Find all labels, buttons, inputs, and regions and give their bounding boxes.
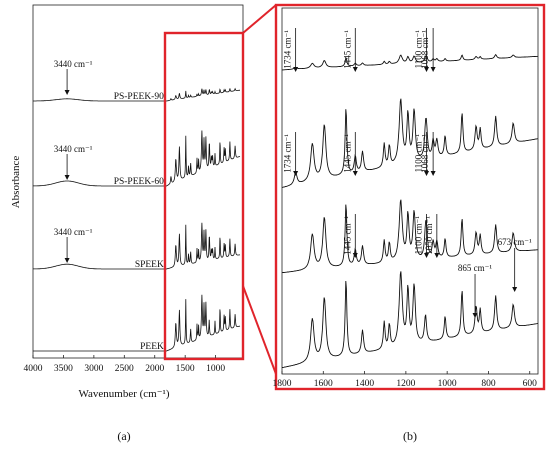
panel-b-annotation-label: 1068 cm⁻¹ bbox=[420, 134, 430, 173]
panel-a-series-label: PEEK bbox=[140, 342, 164, 352]
panel-a-series-label: SPEEK bbox=[135, 260, 164, 270]
panel-b-annotation-label: 1445 cm⁻¹ bbox=[342, 216, 352, 255]
panel-b-annotation-arrowhead bbox=[434, 253, 440, 258]
panel-a-x-tick-label: 1000 bbox=[206, 364, 225, 374]
panel-b-annotation-arrowhead bbox=[424, 253, 430, 258]
panel-b-x-tick-label: 1600 bbox=[314, 379, 333, 389]
panel-a-series: PS-PEEK-90 PS-PEEK-60 SPEEK PEEK bbox=[32, 87, 241, 352]
panel-b-annotation-arrowhead bbox=[293, 67, 299, 72]
panel-b-frame bbox=[274, 3, 546, 391]
panel-b-annotation-arrowhead bbox=[352, 253, 358, 258]
panel-b-annotation-label: 673 cm⁻¹ bbox=[498, 237, 532, 247]
panel-a-y-axis-label: Absorbance bbox=[10, 156, 22, 209]
panel-a-series-line bbox=[33, 294, 241, 352]
panel-b-annotation-label: 1100 cm⁻¹ bbox=[414, 30, 424, 69]
panel-b-series-line bbox=[281, 199, 538, 274]
panel-b-annotation-arrowhead bbox=[472, 313, 478, 318]
panel-b-annotation-arrowhead bbox=[424, 171, 430, 176]
panel-b-x-tick-label: 1000 bbox=[438, 379, 457, 389]
panel-a-label: (a) bbox=[117, 429, 130, 443]
panel-a-annotations: 3440 cm⁻¹ 3440 cm⁻¹ 3440 cm⁻¹ bbox=[54, 59, 93, 263]
panel-a-x-tick-label: 2000 bbox=[145, 364, 164, 374]
panel-a-annotation-arrowhead bbox=[64, 175, 70, 180]
panel-b-x-tick-label: 1800 bbox=[273, 379, 292, 389]
panel-a-annotation-label: 3440 cm⁻¹ bbox=[54, 227, 93, 237]
panel-a-series-line bbox=[32, 222, 241, 270]
panel-b-annotation-label: 1100 cm⁻¹ bbox=[414, 134, 424, 173]
panel-a: 4000 3500 3000 2500 2000 1500 1000 Wavenumber … bbox=[10, 4, 244, 443]
panel-b-annotation-arrowhead bbox=[352, 171, 358, 176]
panel-b-annotation-label: 1734 cm⁻¹ bbox=[283, 30, 293, 69]
panel-a-annotation-label: 3440 cm⁻¹ bbox=[54, 59, 93, 69]
panel-b-annotation-arrowhead bbox=[352, 67, 358, 72]
panel-b-x-axis: 1800 1600 1400 1200 1000 800 600 bbox=[273, 371, 538, 389]
panel-b-series-line bbox=[282, 53, 538, 71]
panel-b-axes bbox=[281, 7, 539, 375]
panel-a-x-tick-label: 3000 bbox=[84, 364, 103, 374]
connector-line-bottom bbox=[242, 285, 277, 375]
panel-b-annotation-label: 1445 cm⁻¹ bbox=[342, 134, 352, 173]
panel-b-annotation-label: 1050 cm⁻¹ bbox=[424, 216, 434, 255]
connector-line-top bbox=[242, 4, 277, 34]
panel-b-annotation-arrowhead bbox=[512, 287, 518, 292]
panel-a-annotation-arrowhead bbox=[64, 258, 70, 263]
panel-b-annotation-arrowhead bbox=[430, 171, 436, 176]
panel-b-series bbox=[281, 53, 538, 369]
panel-a-x-tick-label: 4000 bbox=[24, 364, 43, 374]
panel-b-annotation-label: 865 cm⁻¹ bbox=[458, 263, 492, 273]
panel-b-series-line bbox=[281, 98, 538, 188]
panel-a-annotation-label: 3440 cm⁻¹ bbox=[54, 144, 93, 154]
panel-b-annotation-label: 1734 cm⁻¹ bbox=[283, 134, 293, 173]
panel-a-x-tick-label: 3500 bbox=[54, 364, 73, 374]
panel-a-x-tick-label: 2500 bbox=[115, 364, 134, 374]
panel-b-series-line bbox=[281, 271, 538, 369]
panel-b-label: (b) bbox=[403, 429, 417, 443]
panel-a-series-line bbox=[33, 87, 240, 102]
panel-b-x-tick-label: 1400 bbox=[355, 379, 374, 389]
panel-a-series-line bbox=[32, 130, 241, 187]
panel-a-x-axis: 4000 3500 3000 2500 2000 1500 1000 bbox=[24, 355, 225, 374]
panel-b-x-tick-label: 600 bbox=[523, 379, 538, 389]
panel-b-annotation-arrowhead bbox=[424, 67, 430, 72]
panel-b-annotation-label: 1068 cm⁻¹ bbox=[420, 30, 430, 69]
panel-b-annotation-label: 1100 cm⁻¹ bbox=[414, 216, 424, 255]
panel-a-series-label: PS-PEEK-60 bbox=[114, 177, 164, 187]
panel-a-x-axis-label: Wavenumber (cm⁻¹) bbox=[79, 388, 170, 400]
panel-b-annotation-arrowhead bbox=[430, 67, 436, 72]
panel-b-annotation-arrowhead bbox=[293, 171, 299, 176]
highlight-region-box bbox=[163, 31, 245, 361]
panel-b: 1800 1600 1400 1200 1000 800 600 1734 cm⁻¹ 1445… bbox=[273, 3, 546, 443]
panel-a-annotation-arrowhead bbox=[64, 90, 70, 95]
panel-a-x-tick-label: 1500 bbox=[176, 364, 195, 374]
panel-b-x-tick-label: 1200 bbox=[396, 379, 415, 389]
panel-a-series-label: PS-PEEK-90 bbox=[114, 92, 164, 102]
panel-b-annotation-label: 1445 cm⁻¹ bbox=[342, 30, 352, 69]
panel-b-x-tick-label: 800 bbox=[481, 379, 496, 389]
